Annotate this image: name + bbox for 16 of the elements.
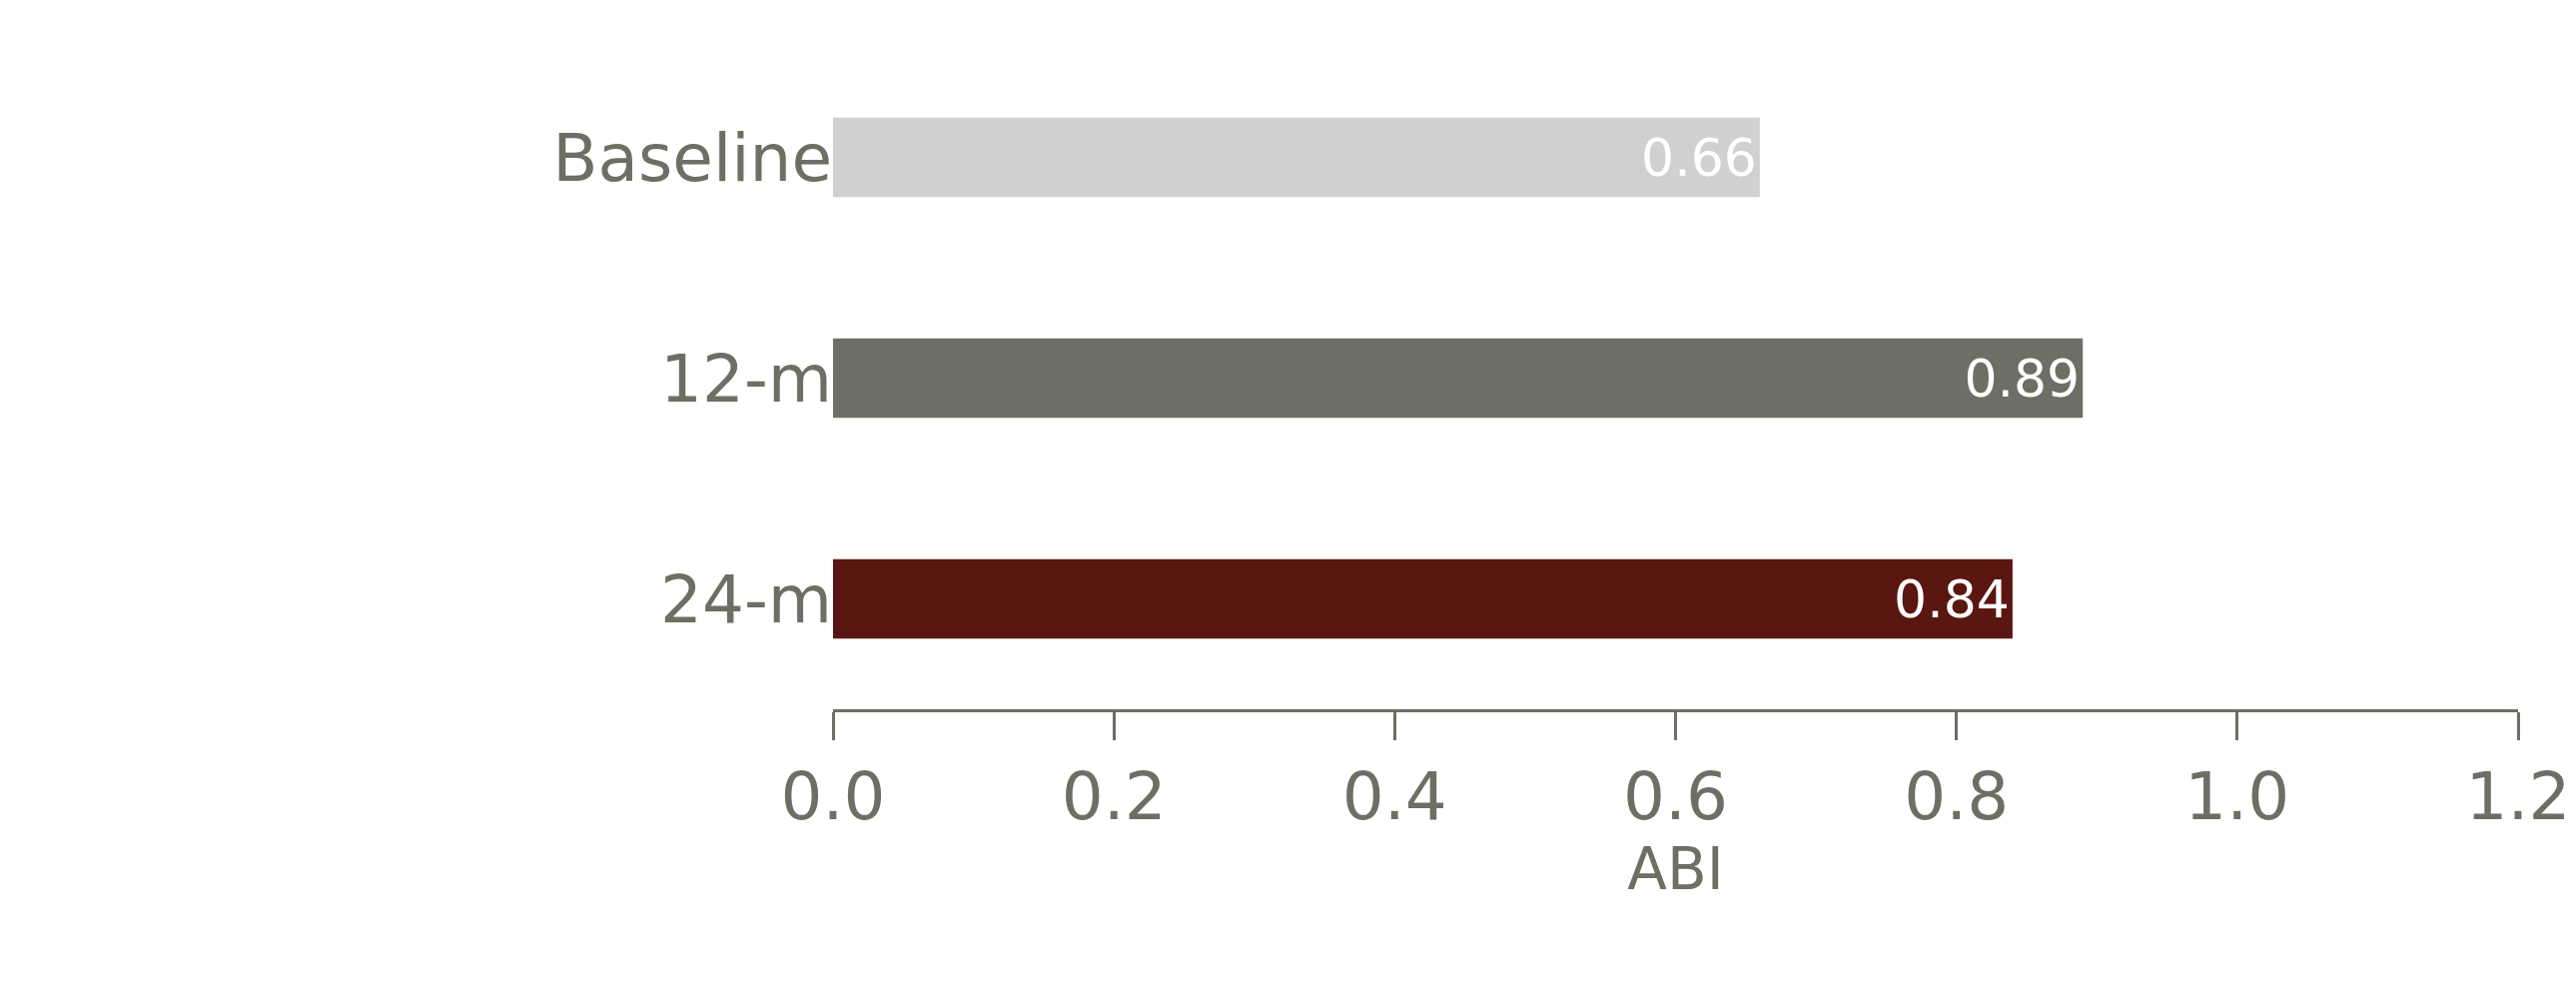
- y-tick-label: 24-m: [659, 560, 832, 638]
- x-tick-label: 0.8: [1904, 758, 2010, 836]
- x-axis-title: ABI: [1627, 835, 1724, 904]
- data-label: 0.84: [1894, 568, 2010, 629]
- y-tick-label: 12-m: [659, 340, 832, 418]
- data-label: 0.89: [1964, 348, 2081, 409]
- bar: [833, 558, 2013, 639]
- x-tick-label: 1.2: [2465, 758, 2571, 836]
- x-tick-label: 0.4: [1341, 758, 1447, 836]
- y-tick-label: Baseline: [552, 119, 832, 197]
- x-tick-label: 0.2: [1061, 758, 1167, 836]
- x-tick-label: 1.0: [2184, 758, 2290, 836]
- bar: [833, 117, 1760, 198]
- x-tick-label: 0.0: [780, 758, 886, 836]
- bar: [833, 338, 2084, 419]
- x-tick-label: 0.6: [1623, 758, 1728, 836]
